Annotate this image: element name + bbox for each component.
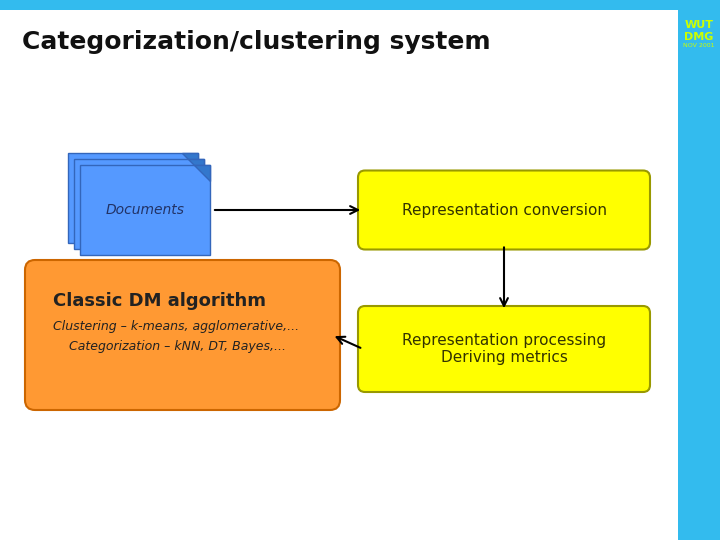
Bar — [68, 153, 198, 243]
Text: Categorization – kNN, DT, Bayes,...: Categorization – kNN, DT, Bayes,... — [53, 340, 286, 353]
Text: NOV 2001: NOV 2001 — [683, 43, 715, 48]
Bar — [678, 0, 720, 540]
Polygon shape — [194, 165, 210, 181]
FancyBboxPatch shape — [358, 306, 650, 392]
Polygon shape — [188, 159, 204, 175]
Text: Categorization/clustering system: Categorization/clustering system — [22, 30, 490, 54]
Bar — [0, 0, 720, 10]
Text: Documents: Documents — [106, 203, 184, 217]
Text: Clustering – k-means, agglomerative,...: Clustering – k-means, agglomerative,... — [53, 320, 299, 333]
Bar — [74, 159, 204, 249]
Text: Classic DM algorithm: Classic DM algorithm — [53, 292, 266, 310]
Bar — [80, 165, 210, 255]
Text: WUT: WUT — [685, 20, 714, 30]
FancyBboxPatch shape — [25, 260, 340, 410]
Text: DMG: DMG — [684, 32, 714, 42]
Polygon shape — [182, 153, 198, 169]
FancyBboxPatch shape — [358, 171, 650, 249]
Text: Representation processing
Deriving metrics: Representation processing Deriving metri… — [402, 333, 606, 365]
Text: Representation conversion: Representation conversion — [402, 202, 606, 218]
